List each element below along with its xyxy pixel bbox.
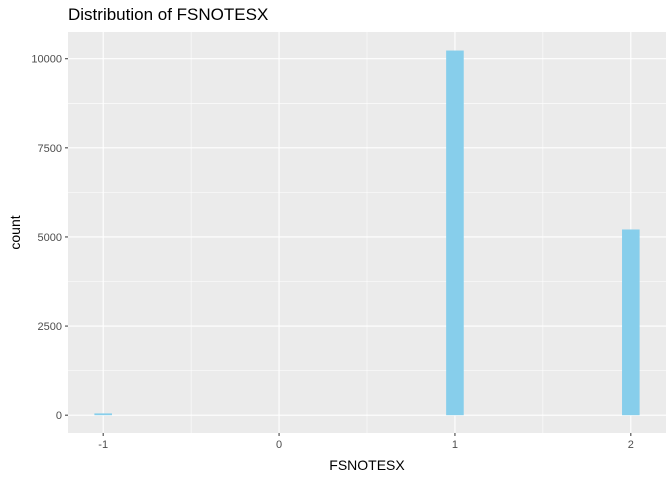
y-axis-label: count	[7, 215, 23, 249]
x-tick-label: -1	[98, 439, 108, 451]
histogram-bar	[622, 229, 640, 416]
x-tick-label: 1	[452, 439, 458, 451]
bars	[94, 50, 640, 416]
y-tick-label: 0	[56, 410, 62, 422]
y-tick-label: 2500	[38, 321, 62, 333]
y-tick-label: 7500	[38, 143, 62, 155]
y-tick-label: 5000	[38, 232, 62, 244]
chart-title: Distribution of FSNOTESX	[68, 5, 268, 24]
histogram-bar	[446, 50, 464, 416]
x-tick-label: 2	[628, 439, 634, 451]
y-axis: 0 2500 5000 7500 10000	[31, 54, 68, 422]
y-tick-label: 10000	[31, 54, 62, 66]
histogram-bar	[94, 413, 112, 416]
x-axis-label: FSNOTESX	[329, 457, 405, 473]
x-axis: -1 0 1 2	[98, 433, 634, 451]
grid-minor	[68, 32, 666, 433]
x-tick-label: 0	[276, 439, 282, 451]
